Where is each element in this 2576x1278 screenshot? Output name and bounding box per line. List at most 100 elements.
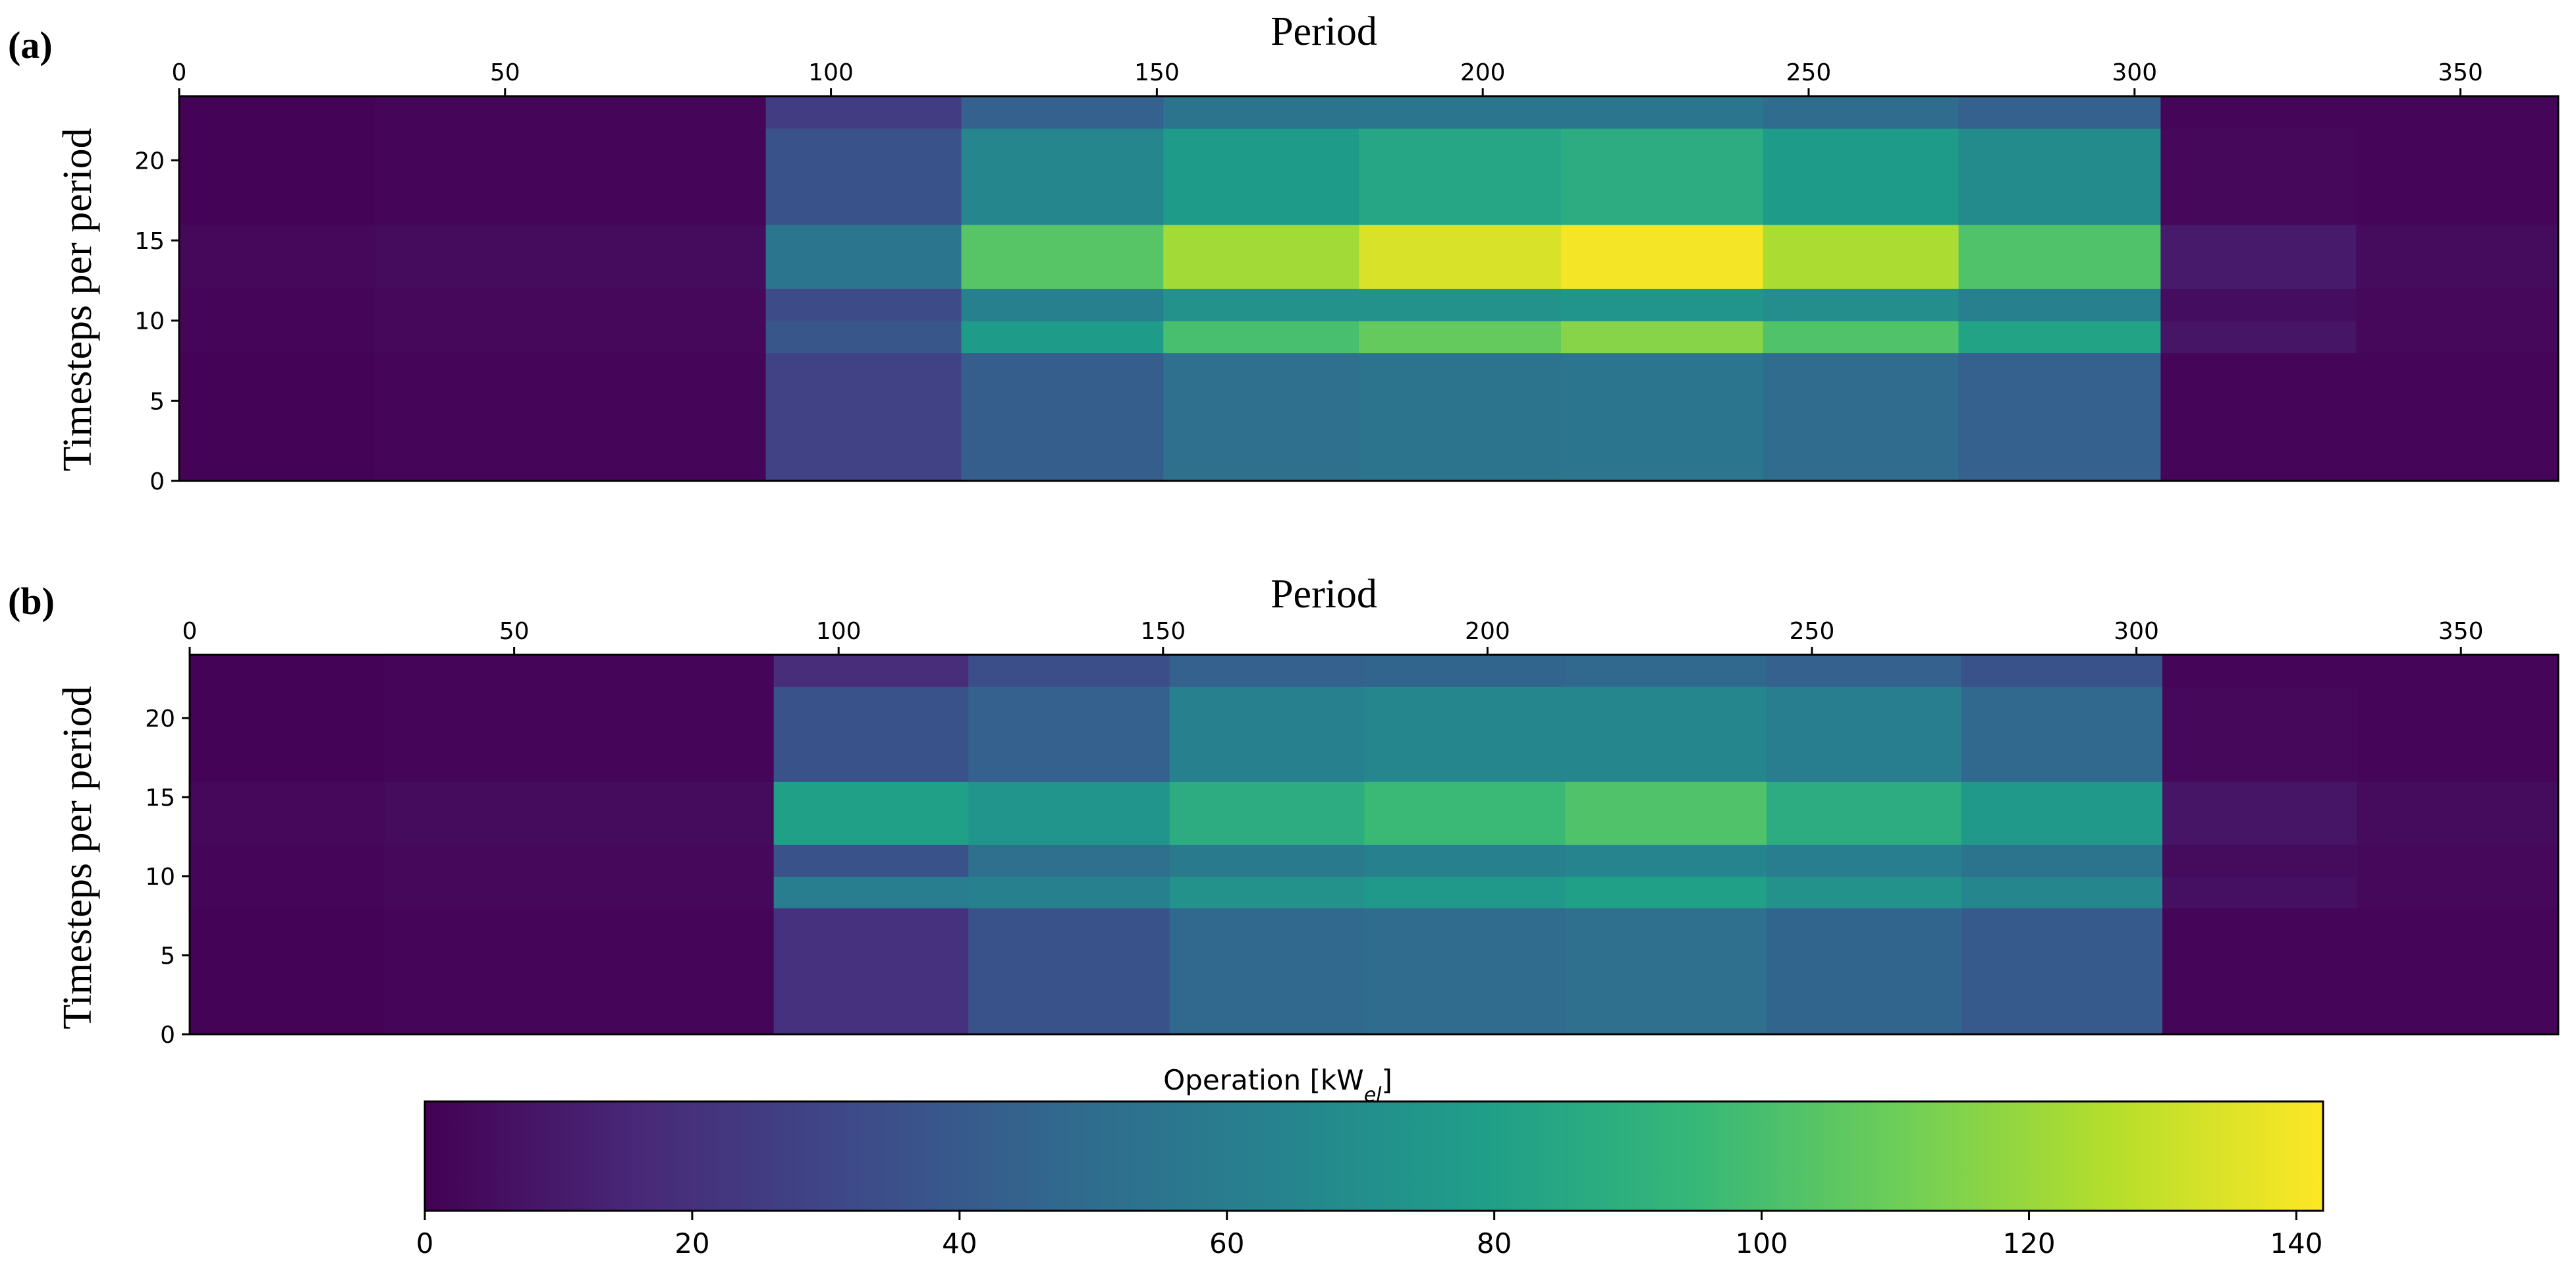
heatmap-cell-b-r0-c8 — [1767, 908, 1962, 1035]
y-tick-label-a-10: 10 — [134, 308, 165, 335]
heatmap-cell-b-r4-c8 — [1767, 686, 1962, 782]
heatmap-cell-a-r1-c6 — [1359, 320, 1562, 354]
heatmap-cell-b-r5-c5 — [1169, 655, 1365, 687]
heatmap-cell-a-r2-c5 — [1163, 289, 1359, 321]
x-tick-label-b-250: 250 — [1790, 618, 1835, 645]
heatmap-cell-b-r4-c5 — [1169, 686, 1365, 782]
heatmap-cell-a-r3-c7 — [1560, 224, 1764, 289]
heatmap-cell-a-r3-c3 — [765, 224, 962, 289]
heatmap-cell-b-r2-c0 — [190, 845, 385, 877]
heatmap-cell-a-r1-c10 — [2160, 320, 2357, 354]
x-tick-label-a-0: 0 — [172, 59, 187, 86]
heatmap-cell-a-r2-c8 — [1763, 289, 1959, 321]
heatmap-cell-b-r1-c1 — [384, 876, 574, 908]
panel-label-b: (b) — [8, 580, 55, 623]
heatmap-cell-b-r3-c7 — [1565, 781, 1767, 845]
colorbar-tick-label-60: 60 — [1209, 1227, 1244, 1260]
heatmap-cell-a-r0-c8 — [1763, 352, 1959, 482]
heatmap-cell-b-r1-c8 — [1767, 876, 1962, 908]
heatmap-cell-b-r0-c1 — [384, 908, 574, 1035]
heatmap-cell-a-r4-c0 — [179, 128, 375, 225]
x-tick-label-b-200: 200 — [1465, 618, 1510, 645]
heatmap-cell-b-r4-c6 — [1364, 686, 1566, 782]
colorbar-tick-label-40: 40 — [942, 1227, 977, 1260]
x-tick-label-b-350: 350 — [2438, 618, 2484, 645]
colorbar-tick-label-20: 20 — [674, 1227, 709, 1260]
heatmap-cell-a-r5-c6 — [1359, 96, 1562, 129]
heatmap-cell-b-r2-c8 — [1767, 845, 1962, 877]
heatmap-cell-a-r0-c6 — [1359, 352, 1562, 482]
heatmap-cell-a-r0-c4 — [961, 352, 1165, 482]
heatmap-cell-b-r5-c2 — [572, 655, 775, 687]
heatmap-cell-b-r3-c8 — [1767, 781, 1962, 845]
heatmap-cell-a-r1-c11 — [2356, 320, 2559, 354]
heatmap-cell-b-r5-c3 — [773, 655, 970, 687]
heatmap-cell-a-r4-c3 — [765, 128, 962, 225]
heatmap-cell-a-r5-c11 — [2356, 96, 2559, 129]
heatmap-cell-b-r0-c11 — [2357, 908, 2559, 1035]
heatmap-cell-a-r2-c2 — [563, 289, 767, 321]
y-tick-label-a-15: 15 — [134, 228, 165, 255]
heatmap-cell-a-r2-c3 — [765, 289, 962, 321]
x-tick-label-b-50: 50 — [499, 618, 530, 645]
heatmap-cell-a-r4-c5 — [1163, 128, 1359, 225]
heatmap-cell-b-r4-c10 — [2162, 686, 2358, 782]
heatmap-cell-b-r1-c7 — [1565, 876, 1767, 908]
heatmap-cell-b-r0-c7 — [1565, 908, 1767, 1035]
heatmap-cell-b-r4-c1 — [384, 686, 574, 782]
heatmap-cell-b-r2-c6 — [1364, 845, 1566, 877]
plot-frame-a — [178, 95, 2560, 482]
colorbar-gradient — [424, 1100, 2324, 1212]
heatmap-cell-a-r3-c6 — [1359, 224, 1562, 289]
heatmap-cell-a-r5-c3 — [765, 96, 962, 129]
colorbar-ticks: 0 20 40 60 80 100 120 140 — [416, 1211, 2322, 1260]
heatmap-cell-a-r5-c5 — [1163, 96, 1359, 129]
y-axis-title-b: Timesteps per period — [55, 686, 100, 1029]
plot-frame-b — [188, 653, 2560, 1036]
heatmap-cell-b-r0-c0 — [190, 908, 385, 1035]
heatmap-cell-a-r0-c10 — [2160, 352, 2357, 482]
heatmap-cells-b — [190, 655, 2559, 1035]
heatmap-cell-a-r3-c8 — [1763, 224, 1959, 289]
heatmap-cell-b-r1-c2 — [572, 876, 775, 908]
y-tick-label-b-5: 5 — [160, 943, 175, 970]
heatmap-cell-b-r2-c2 — [572, 845, 775, 877]
heatmap-cell-b-r1-c11 — [2357, 876, 2559, 908]
heatmap-cell-a-r4-c2 — [563, 128, 767, 225]
heatmap-cell-a-r4-c9 — [1958, 128, 2162, 225]
heatmap-cell-b-r4-c3 — [773, 686, 970, 782]
heatmap-cell-a-r2-c0 — [179, 289, 375, 321]
colorbar-title-close: ] — [1382, 1064, 1392, 1096]
heatmap-cell-b-r1-c4 — [968, 876, 1170, 908]
heatmap-cell-a-r5-c4 — [961, 96, 1165, 129]
heatmap-cell-b-r0-c9 — [1961, 908, 2163, 1035]
heatmap-cell-b-r0-c5 — [1169, 908, 1365, 1035]
heatmap-cell-b-r2-c11 — [2357, 845, 2559, 877]
heatmap-cell-b-r0-c4 — [968, 908, 1170, 1035]
colorbar: Operation [kWel] 0 20 40 60 80 100 120 140 — [416, 1064, 2324, 1260]
heatmap-cell-a-r1-c8 — [1763, 320, 1959, 354]
heatmap-cell-b-r3-c2 — [572, 781, 775, 845]
colorbar-tick-label-100: 100 — [1735, 1227, 1788, 1260]
heatmap-cell-b-r1-c0 — [190, 876, 385, 908]
heatmap-cell-b-r5-c4 — [968, 655, 1170, 687]
heatmap-cell-a-r4-c1 — [374, 128, 564, 225]
heatmap-cell-b-r4-c7 — [1565, 686, 1767, 782]
heatmap-cell-a-r0-c7 — [1560, 352, 1764, 482]
heatmap-cell-b-r0-c6 — [1364, 908, 1566, 1035]
heatmap-cell-a-r2-c7 — [1560, 289, 1764, 321]
y-ticks-a: 0 5 10 15 20 — [134, 148, 179, 495]
heatmap-cell-b-r3-c0 — [190, 781, 385, 845]
heatmap-cell-b-r4-c0 — [190, 686, 385, 782]
heatmap-cell-a-r4-c11 — [2356, 128, 2559, 225]
heatmap-cell-a-r0-c1 — [374, 352, 564, 482]
x-ticks-b: 0 50 100 150 200 250 300 350 — [182, 618, 2484, 655]
x-ticks-a: 0 50 100 150 200 250 300 350 — [172, 59, 2483, 96]
heatmap-cell-b-r5-c8 — [1767, 655, 1962, 687]
panel-label-a: (a) — [8, 24, 53, 67]
heatmap-cell-b-r4-c2 — [572, 686, 775, 782]
heatmap-cell-a-r2-c6 — [1359, 289, 1562, 321]
heatmap-cell-a-r4-c7 — [1560, 128, 1764, 225]
x-tick-label-a-250: 250 — [1786, 59, 1832, 86]
heatmap-cell-b-r3-c1 — [384, 781, 574, 845]
